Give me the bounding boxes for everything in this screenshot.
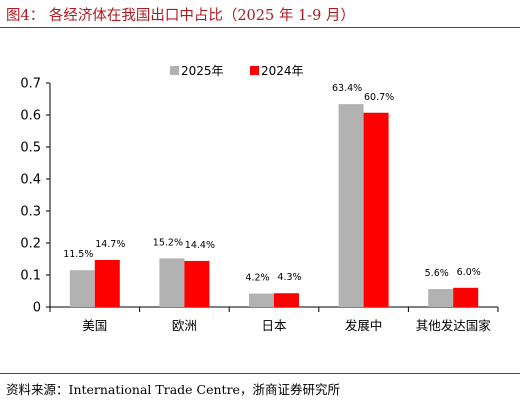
bar-2024 [363,112,389,307]
y-tick-label: 0.7 [20,77,41,92]
bars [69,104,479,308]
legend-swatch-2025 [170,66,179,75]
x-axis: 美国 欧洲 日本 发展中 其他发达国家 [49,306,499,333]
x-category-label: 美国 [82,318,107,333]
source-rule [0,373,520,374]
bar-data-label: 14.4% [185,240,215,251]
bar-2025 [249,293,274,307]
legend-item: 2024年 [250,64,304,78]
bar-2025 [159,258,185,307]
bar-data-label: 5.6% [425,268,449,279]
bar-data-label: 6.0% [457,267,481,278]
bar-data-label: 11.5% [63,249,93,260]
bar-2025 [428,289,454,307]
bar-data-label: 63.4% [332,83,362,94]
y-tick-label: 0 [33,301,41,316]
bar-2025 [338,104,364,308]
x-category-label: 其他发达国家 [416,318,492,333]
y-tick-label: 0.4 [20,173,41,188]
figure-title: 图4： 各经济体在我国出口中占比（2025 年 1-9 月） [6,8,355,24]
bar-2025 [69,270,95,307]
bar-2024 [94,259,120,307]
bar-data-label: 60.7% [364,92,394,103]
legend-label: 2024年 [261,64,304,78]
x-category-label: 日本 [261,318,287,333]
y-tick-label: 0.5 [20,141,41,156]
y-tick-label: 0.2 [20,237,41,252]
bar-2024 [184,260,210,307]
bar-2024 [274,293,299,307]
title-rule [0,27,520,28]
x-category-label: 欧洲 [172,318,197,333]
y-tick-label: 0.6 [20,109,41,124]
legend-item: 2025年 [170,64,224,78]
y-axis: 0 0.1 0.2 0.3 0.4 0.5 0.6 0.7 [20,77,51,316]
bar-data-label: 4.2% [245,273,269,284]
legend: 2025年 2024年 [170,64,304,78]
source-note: 资料来源：International Trade Centre，浙商证券研究所 [6,382,340,397]
bar-chart: 0 0.1 0.2 0.3 0.4 0.5 0.6 0.7 美国 欧洲 日本 发展中 其他发达国家 1… [20,64,499,333]
legend-label: 2025年 [181,64,224,78]
bar-data-label: 4.3% [277,272,301,283]
bar-data-label: 14.7% [95,239,125,250]
bar-2024 [453,287,479,307]
bar-data-label: 15.2% [153,237,183,248]
y-tick-label: 0.3 [20,205,41,220]
data-labels: 11.5%14.7% 15.2% 14.4% 4.2% 4.3% 63.4%60.7% 5.… [63,83,481,283]
legend-swatch-2024 [250,66,259,75]
y-tick-label: 0.1 [20,269,41,284]
x-category-label: 发展中 [345,318,383,333]
